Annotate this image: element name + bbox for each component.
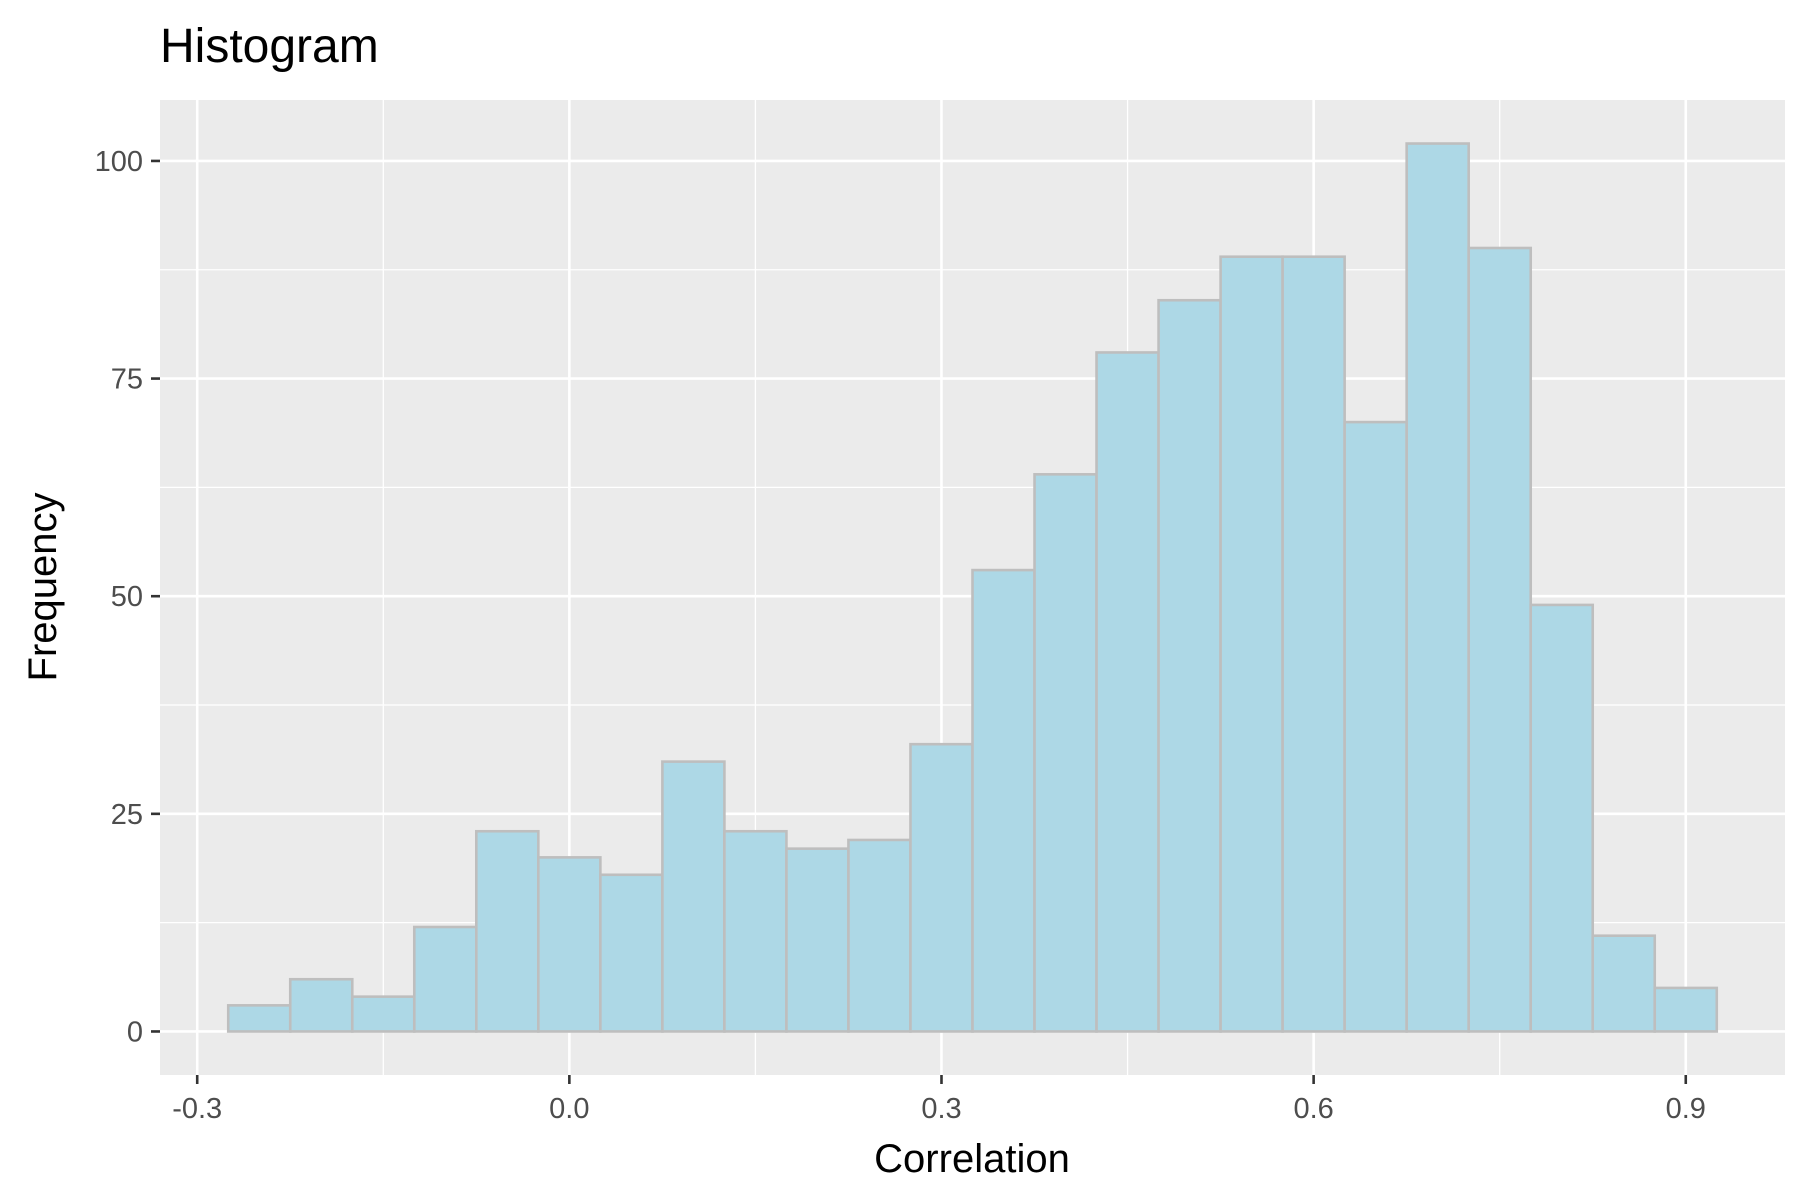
x-tick-label: -0.3 [172, 1093, 222, 1125]
histogram-bars [226, 142, 1719, 1033]
histogram-bar [785, 847, 850, 1033]
chart-title: Histogram [160, 20, 379, 73]
x-tick-label: 0.3 [921, 1093, 961, 1125]
y-axis: 0 25 50 75 100 [95, 146, 160, 1048]
histogram-bar [1529, 603, 1595, 1033]
histogram-bar [909, 742, 974, 1033]
histogram-bar [1095, 351, 1160, 1033]
y-tick-label: 100 [95, 146, 143, 178]
y-tick-label: 25 [111, 799, 143, 831]
y-tick-label: 75 [111, 364, 143, 396]
histogram-bar [971, 568, 1036, 1033]
y-tick-label: 0 [127, 1016, 143, 1048]
histogram-bar [1591, 934, 1657, 1033]
histogram-bar [1281, 255, 1346, 1033]
x-tick-label: 0.6 [1293, 1093, 1333, 1125]
histogram-bar [288, 977, 354, 1033]
histogram-bar [475, 829, 540, 1033]
histogram-bar [412, 925, 478, 1033]
histogram-bar [350, 995, 416, 1033]
histogram-bar [1033, 473, 1098, 1033]
histogram-bar [661, 760, 726, 1033]
histogram-bar [723, 829, 788, 1033]
histogram-bar [1219, 255, 1284, 1033]
histogram-bar [1653, 986, 1719, 1033]
y-axis-title: Frequency [21, 493, 65, 682]
histogram-bar [847, 838, 912, 1033]
histogram-bar [1343, 420, 1408, 1033]
histogram-bar [537, 856, 602, 1033]
x-tick-label: 0.0 [549, 1093, 589, 1125]
histogram-bar [226, 1004, 292, 1033]
histogram-bar [1467, 246, 1533, 1033]
y-tick-label: 50 [111, 581, 143, 613]
x-axis-title: Correlation [874, 1137, 1070, 1181]
x-axis: -0.3 0.0 0.3 0.6 0.9 [172, 1075, 1706, 1125]
histogram-bar [1405, 142, 1470, 1033]
histogram-bar [599, 873, 664, 1033]
histogram-bar [1157, 298, 1222, 1033]
x-tick-label: 0.9 [1666, 1093, 1706, 1125]
